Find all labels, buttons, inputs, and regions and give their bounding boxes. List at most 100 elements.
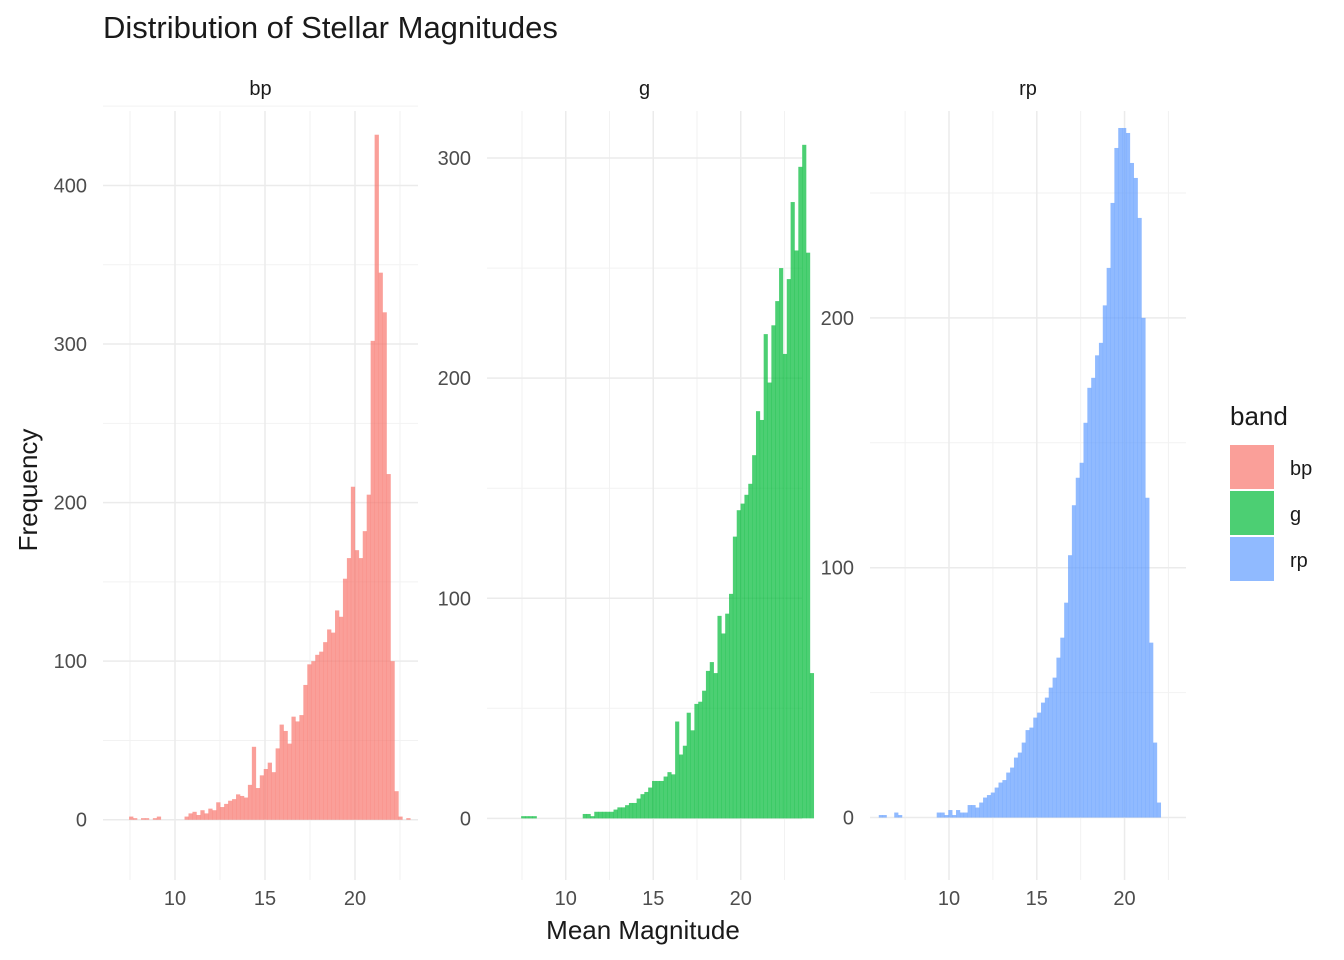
histogram-bar-rp — [959, 812, 965, 818]
histogram-bar-bp — [255, 788, 261, 820]
histogram-bar-rp — [1137, 217, 1142, 818]
histogram-bar-bp — [307, 664, 312, 820]
histogram-bar-g — [709, 662, 714, 819]
histogram-bar-bp — [386, 474, 391, 820]
histogram-bar-g — [636, 798, 641, 819]
histogram-bar-rp — [1122, 127, 1127, 818]
histogram-bar-g — [752, 455, 757, 819]
histogram-bar-g — [528, 816, 533, 819]
histogram-bar-bp — [374, 134, 379, 820]
histogram-bar-g — [755, 411, 761, 819]
histogram-bar-bp — [311, 661, 316, 820]
histogram-bar-rp — [1079, 462, 1084, 818]
histogram-bar-bp — [239, 795, 245, 820]
legend-key-bp — [1230, 445, 1274, 489]
x-tick-label: 10 — [164, 888, 186, 910]
y-tick-label: 200 — [54, 493, 87, 515]
histogram-bar-rp — [1044, 697, 1050, 818]
histogram-bar-rp — [1098, 342, 1104, 818]
y-tick-label: 0 — [460, 808, 471, 830]
histogram-bar-g — [782, 353, 788, 819]
histogram-bar-bp — [354, 550, 360, 820]
histogram-bar-rp — [1095, 355, 1100, 818]
histogram-bar-rp — [1056, 657, 1061, 818]
histogram-bar-rp — [1033, 717, 1038, 818]
histogram-bar-g — [586, 813, 591, 819]
histogram-bar-rp — [963, 812, 968, 818]
histogram-bar-rp — [1129, 162, 1134, 818]
histogram-bar-g — [652, 780, 657, 819]
histogram-bar-g — [779, 268, 784, 819]
histogram-bar-bp — [342, 578, 348, 820]
histogram-bar-bp — [204, 813, 209, 820]
histogram-bar-rp — [1152, 742, 1158, 818]
histogram-bar-g — [682, 745, 687, 819]
histogram-bar-g — [744, 494, 749, 819]
histogram-bar-g — [690, 730, 695, 819]
histogram-bar-g — [713, 673, 718, 819]
histogram-bar-rp — [1071, 505, 1077, 818]
x-tick-label: 20 — [730, 888, 752, 910]
histogram-bar-bp — [212, 810, 217, 820]
histogram-bar-rp — [1125, 132, 1131, 818]
legend-key-g — [1230, 491, 1274, 535]
histogram-bar-rp — [1029, 727, 1034, 818]
histogram-bar-g — [617, 807, 622, 819]
histogram-bar-bp — [208, 808, 213, 820]
histogram-bar-bp — [366, 494, 371, 820]
histogram-bar-rp — [952, 815, 957, 818]
histogram-bar-g — [598, 811, 603, 819]
histogram-bar-g — [521, 816, 526, 819]
histogram-bar-bp — [133, 818, 138, 820]
histogram-bar-g — [740, 503, 745, 819]
histogram-bar-rp — [1149, 642, 1154, 818]
histogram-bar-g — [732, 536, 738, 819]
histogram-bar-g — [663, 776, 668, 819]
histogram-bar-g — [678, 754, 684, 819]
x-tick-label: 15 — [254, 888, 276, 910]
histogram-bar-rp — [975, 807, 980, 818]
histogram-bar-rp — [1141, 317, 1146, 818]
histogram-bar-rp — [882, 815, 887, 818]
histogram-bar-rp — [1083, 422, 1088, 818]
histogram-bar-g — [644, 791, 649, 819]
histogram-bar-bp — [267, 762, 272, 820]
histogram-bar-g — [640, 794, 645, 819]
y-tick-label: 100 — [821, 558, 854, 580]
histogram-bar-g — [721, 633, 726, 819]
histogram-bar-bp — [394, 791, 399, 820]
histogram-bar-bp — [350, 486, 356, 820]
histogram-bar-g — [621, 807, 626, 819]
x-tick-label: 20 — [344, 888, 366, 910]
histogram-bar-bp — [220, 807, 225, 820]
histogram-bar-bp — [406, 818, 411, 820]
histogram-bar-rp — [986, 795, 992, 818]
histogram-bar-bp — [287, 743, 292, 820]
histogram-bar-rp — [1025, 730, 1030, 818]
histogram-bar-rp — [948, 810, 953, 818]
histogram-bar-rp — [983, 797, 988, 818]
y-tick-label: 100 — [54, 651, 87, 673]
histogram-bar-bp — [382, 312, 387, 820]
histogram-bar-rp — [1114, 147, 1119, 818]
y-tick-label: 0 — [843, 808, 854, 830]
histogram-bar-bp — [251, 746, 257, 820]
histogram-bar-rp — [940, 812, 945, 818]
histogram-bar-bp — [398, 816, 403, 820]
histogram-bar-rp — [998, 782, 1003, 818]
histogram-bar-rp — [898, 815, 903, 818]
histogram-bar-g — [786, 279, 791, 819]
histogram-bar-rp — [1002, 780, 1007, 818]
y-tick-label: 200 — [821, 308, 854, 330]
histogram-bar-rp — [1048, 687, 1053, 818]
histogram-bar-g — [628, 802, 634, 819]
facet-label-g: g — [639, 78, 650, 100]
histogram-bar-bp — [299, 715, 304, 820]
histogram-bar-g — [775, 301, 780, 819]
histogram-bar-bp — [362, 531, 367, 820]
histogram-bar-g — [655, 780, 661, 819]
histogram-bar-bp — [346, 558, 352, 820]
histogram-bar-bp — [390, 661, 395, 820]
